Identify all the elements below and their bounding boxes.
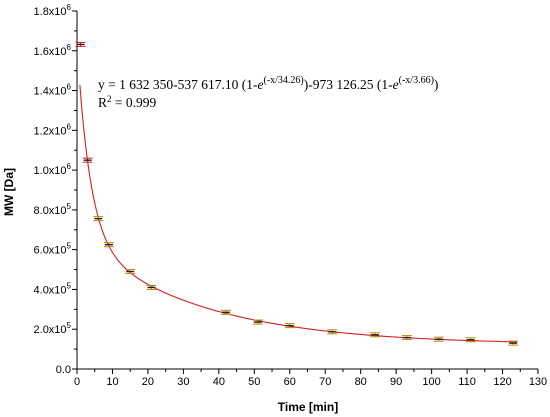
y-tick-exponent: 5 — [67, 202, 72, 211]
x-tick-label: 90 — [390, 376, 402, 388]
y-tick-exponent: 6 — [67, 83, 72, 92]
y-tick-label: 0.0 — [56, 364, 71, 376]
y-tick-label: 1.0x106 — [34, 162, 72, 177]
grid-layer — [72, 10, 539, 374]
data-point — [508, 340, 519, 346]
fit-equation: y = 1 632 350-537 617.10 (1-e(-x/34.26))… — [98, 75, 438, 92]
y-tick-label: 8.0x105 — [34, 202, 72, 217]
y-tick-mantissa: 1.4x10 — [34, 86, 67, 98]
data-point — [75, 41, 86, 47]
y-tick-labels: 0.02.0x1054.0x1056.0x1058.0x1051.0x1061.… — [34, 3, 72, 376]
fit-equation-e2: e — [393, 77, 399, 92]
data-point — [93, 216, 104, 222]
y-tick-exponent: 6 — [67, 43, 72, 52]
x-tick-label: 80 — [355, 376, 367, 388]
data-point — [369, 332, 380, 338]
x-axis-title: Time [min] — [278, 400, 338, 414]
x-tick-label: 40 — [213, 376, 225, 388]
data-point — [433, 336, 444, 342]
y-tick-mantissa: 2.0x10 — [34, 324, 67, 336]
x-tick-label: 110 — [458, 376, 476, 388]
fit-equation-exp2: (-x/3.66) — [399, 75, 434, 86]
y-tick-mantissa: 1.6x10 — [34, 46, 67, 58]
data-point — [327, 329, 338, 335]
data-point — [220, 309, 231, 315]
y-tick-mantissa: 8.0x10 — [34, 205, 67, 217]
data-point — [103, 242, 114, 248]
x-tick-label: 0 — [74, 376, 80, 388]
fit-equation-suffix: ) — [434, 77, 439, 92]
x-tick-label: 70 — [319, 376, 331, 388]
x-tick-label: 30 — [177, 376, 189, 388]
fit-curve — [79, 84, 517, 343]
y-tick-mantissa: 1.0x10 — [34, 165, 67, 177]
data-point — [82, 157, 93, 163]
y-tick-mantissa: 1.8x10 — [34, 6, 67, 18]
x-tick-label: 20 — [142, 376, 154, 388]
r-squared-sup: 2 — [107, 94, 112, 104]
y-tick-exponent: 5 — [67, 281, 72, 290]
x-tick-label: 120 — [493, 376, 511, 388]
data-point — [252, 319, 263, 325]
y-tick-exponent: 6 — [67, 3, 72, 12]
y-tick-exponent: 5 — [67, 242, 72, 251]
y-tick-label: 1.4x106 — [34, 83, 72, 98]
y-tick-mantissa: 4.0x10 — [34, 284, 67, 296]
y-axis-title: MW [Da] — [2, 168, 16, 216]
r-squared-label: R — [98, 95, 107, 110]
x-tick-labels: 0 10 20 30 40 50 60 70 80 90 100 110 120 130 — [74, 376, 547, 388]
x-tick-label: 60 — [284, 376, 296, 388]
x-tick-label: 50 — [248, 376, 260, 388]
r-squared: R2 = 0.999 — [98, 94, 157, 110]
fit-equation-exp1: (-x/34.26) — [263, 75, 303, 86]
r-squared-value: = 0.999 — [112, 95, 157, 110]
fit-equation-e1: e — [257, 77, 263, 92]
y-tick-mantissa: 1.2x10 — [34, 125, 67, 137]
fit-curve-layer — [79, 84, 517, 343]
data-point — [465, 337, 476, 343]
y-tick-label: 2.0x105 — [34, 321, 72, 336]
data-point — [401, 335, 412, 341]
y-tick-label: 6.0x105 — [34, 242, 72, 257]
fit-equation-prefix: y = 1 632 350-537 617.10 (1- — [98, 77, 258, 92]
x-tick-label: 100 — [422, 376, 440, 388]
x-tick-label: 10 — [106, 376, 118, 388]
x-tick-label: 130 — [529, 376, 547, 388]
data-points-layer — [75, 41, 519, 346]
y-tick-exponent: 6 — [67, 162, 72, 171]
data-point — [146, 284, 157, 290]
y-tick-label: 1.6x106 — [34, 43, 72, 58]
y-tick-exponent: 6 — [67, 122, 72, 131]
y-tick-label: 1.8x106 — [34, 3, 72, 18]
y-tick-mantissa: 6.0x10 — [34, 245, 67, 257]
data-point — [284, 323, 295, 329]
data-point — [125, 269, 136, 275]
fit-equation-mid: )-973 126.25 (1- — [304, 77, 393, 92]
y-tick-exponent: 5 — [67, 321, 72, 330]
y-tick-label: 1.2x106 — [34, 122, 72, 137]
y-tick-label: 4.0x105 — [34, 281, 72, 296]
